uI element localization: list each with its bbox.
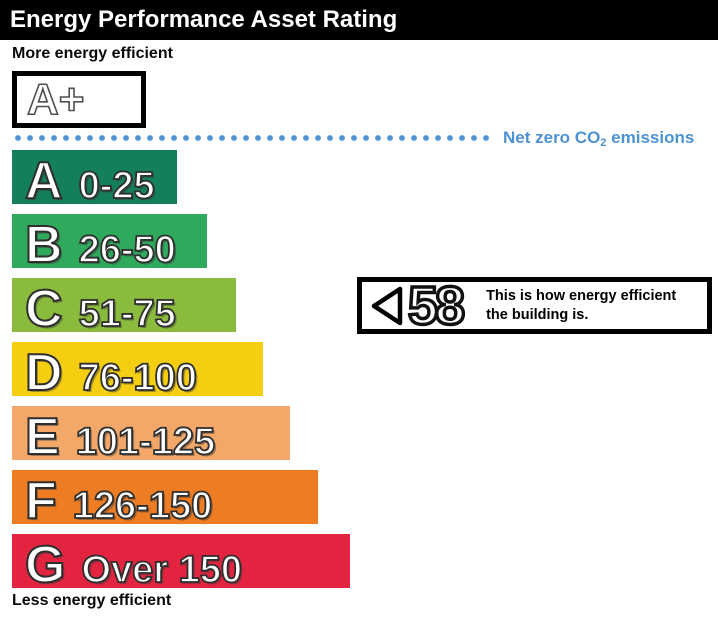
net-zero-subscript: 2 — [600, 137, 607, 149]
band-c-range: 51-75 — [78, 293, 177, 335]
band-f-grade: F — [24, 472, 58, 530]
band-d: D 76-100 — [12, 342, 263, 402]
band-a: A 0-25 — [12, 150, 177, 210]
band-g-range: Over 150 — [81, 549, 243, 591]
rating-value: 58 — [406, 275, 467, 336]
band-g: G Over 150 — [12, 534, 350, 594]
rating-description-line1: This is how energy efficient — [486, 287, 677, 304]
band-a-grade: A — [24, 152, 64, 210]
band-b: B 26-50 — [12, 214, 207, 274]
band-f: F 126-150 — [12, 470, 318, 530]
band-e-range: 101-125 — [75, 421, 216, 463]
less-efficient-label: Less energy efficient — [12, 592, 172, 609]
band-c: C 51-75 — [12, 278, 236, 338]
left-arrow-icon — [371, 286, 403, 325]
band-b-grade: B — [24, 216, 64, 274]
band-e-grade: E — [24, 408, 61, 466]
net-zero-text-suffix: emissions — [606, 128, 695, 147]
rating-indicator: 58 This is how energy efficient the buil… — [357, 277, 712, 334]
band-g-grade: G — [24, 536, 66, 594]
a-plus-label: A+ — [26, 74, 85, 124]
chart-header: Energy Performance Asset Rating — [0, 0, 718, 40]
band-d-grade: D — [24, 344, 64, 402]
band-f-range: 126-150 — [72, 485, 213, 527]
net-zero-dotted-line — [12, 134, 492, 142]
rating-description-line2: the building is. — [486, 306, 589, 323]
more-efficient-label: More energy efficient — [12, 45, 173, 62]
band-c-grade: C — [24, 280, 64, 338]
net-zero-text-prefix: Net zero CO — [503, 128, 601, 147]
a-plus-band: A+ — [12, 71, 146, 128]
rating-description: This is how energy efficient the buildin… — [486, 287, 676, 325]
band-e: E 101-125 — [12, 406, 290, 466]
band-a-range: 0-25 — [78, 165, 156, 207]
band-d-range: 76-100 — [78, 357, 198, 399]
page-title: Energy Performance Asset Rating — [10, 6, 398, 33]
band-b-range: 26-50 — [78, 229, 177, 271]
net-zero-label: Net zero CO2 emissions — [503, 128, 694, 149]
